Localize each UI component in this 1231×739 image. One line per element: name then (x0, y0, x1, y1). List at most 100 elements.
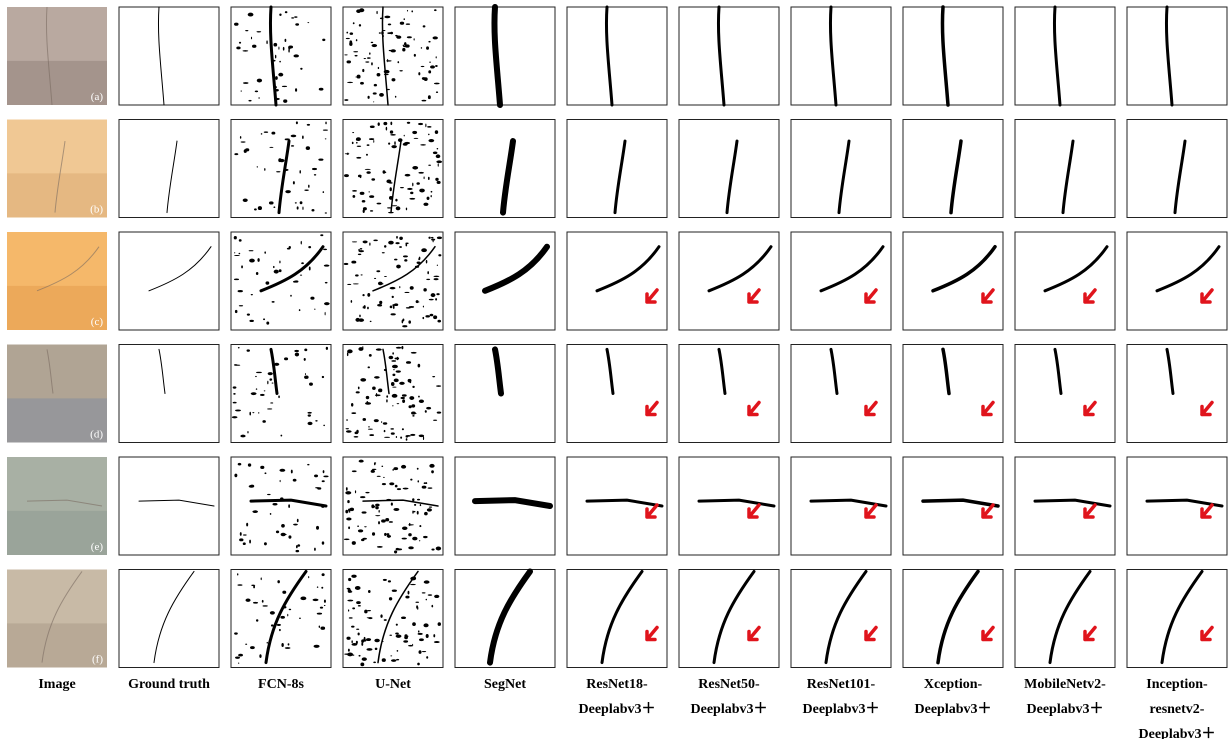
noise (396, 36, 401, 39)
noise (421, 47, 422, 49)
noise (427, 197, 430, 200)
noise (387, 535, 391, 538)
noise (433, 151, 438, 154)
noise (409, 396, 414, 400)
noise (299, 309, 301, 311)
noise (405, 596, 409, 599)
noise (384, 74, 389, 75)
noise (391, 145, 396, 148)
noise (404, 292, 409, 293)
noise (367, 610, 371, 611)
panel (119, 345, 219, 443)
noise (249, 320, 254, 322)
mask-frame (1127, 570, 1227, 668)
noise (312, 168, 317, 170)
noise (397, 61, 399, 63)
noise (406, 435, 411, 437)
noise (352, 190, 357, 192)
noise (371, 42, 374, 43)
panel (679, 232, 779, 330)
noise (375, 506, 379, 509)
mask-frame (1127, 7, 1227, 105)
noise (390, 655, 392, 656)
noise (400, 397, 404, 399)
noise (418, 364, 421, 368)
noise (314, 174, 316, 175)
noise (371, 504, 374, 508)
noise (359, 460, 364, 463)
noise (359, 250, 364, 252)
panel (119, 232, 219, 330)
noise (348, 526, 350, 529)
noise (323, 249, 327, 251)
noise (406, 438, 408, 441)
noise (288, 643, 290, 645)
noise (409, 523, 410, 526)
noise (302, 136, 304, 139)
noise (386, 395, 388, 398)
noise (392, 405, 393, 406)
noise (401, 346, 403, 349)
noise (358, 386, 360, 389)
noise (422, 77, 426, 80)
noise (372, 387, 376, 390)
column-label: Deeplabv3＋ (579, 702, 656, 717)
noise (372, 532, 375, 535)
noise (436, 160, 442, 163)
noise (346, 32, 348, 34)
noise (284, 357, 288, 360)
noise (375, 504, 379, 507)
noise (374, 278, 376, 279)
noise (293, 524, 298, 526)
noise (431, 239, 435, 241)
noise (293, 479, 297, 482)
noise (361, 274, 363, 275)
noise (418, 258, 419, 260)
noise (418, 396, 420, 398)
noise (310, 297, 314, 300)
noise (373, 140, 374, 143)
noise (257, 166, 258, 167)
noise (433, 315, 437, 319)
noise (237, 584, 242, 586)
noise (275, 76, 278, 80)
mask-frame (1015, 345, 1115, 443)
noise (412, 537, 417, 541)
noise (378, 388, 382, 392)
noise (406, 23, 410, 25)
noise (406, 207, 407, 210)
noise (388, 143, 390, 145)
noise (364, 637, 366, 641)
noise (436, 56, 437, 58)
noise (304, 375, 309, 378)
noise (378, 67, 379, 69)
noise (404, 634, 407, 637)
noise (374, 462, 376, 465)
noise (397, 403, 400, 404)
panel: (b) (7, 120, 107, 218)
noise (417, 499, 420, 501)
mask-frame (119, 120, 219, 218)
noise (430, 314, 434, 317)
noise (426, 407, 431, 410)
noise (419, 434, 424, 437)
noise (278, 47, 279, 50)
noise (238, 662, 239, 663)
noise (438, 254, 441, 256)
noise (437, 320, 441, 323)
noise (345, 510, 348, 514)
panel (455, 457, 555, 555)
noise (403, 45, 404, 46)
column-label: U-Net (375, 677, 411, 692)
mask-frame (567, 345, 667, 443)
noise (276, 171, 280, 172)
noise (266, 322, 269, 325)
noise (388, 241, 394, 245)
row-label: (d) (90, 429, 103, 441)
noise (360, 82, 364, 85)
noise (364, 610, 367, 614)
mask-frame (903, 345, 1003, 443)
mask-frame (567, 457, 667, 555)
noise (380, 614, 382, 618)
noise (431, 195, 432, 197)
